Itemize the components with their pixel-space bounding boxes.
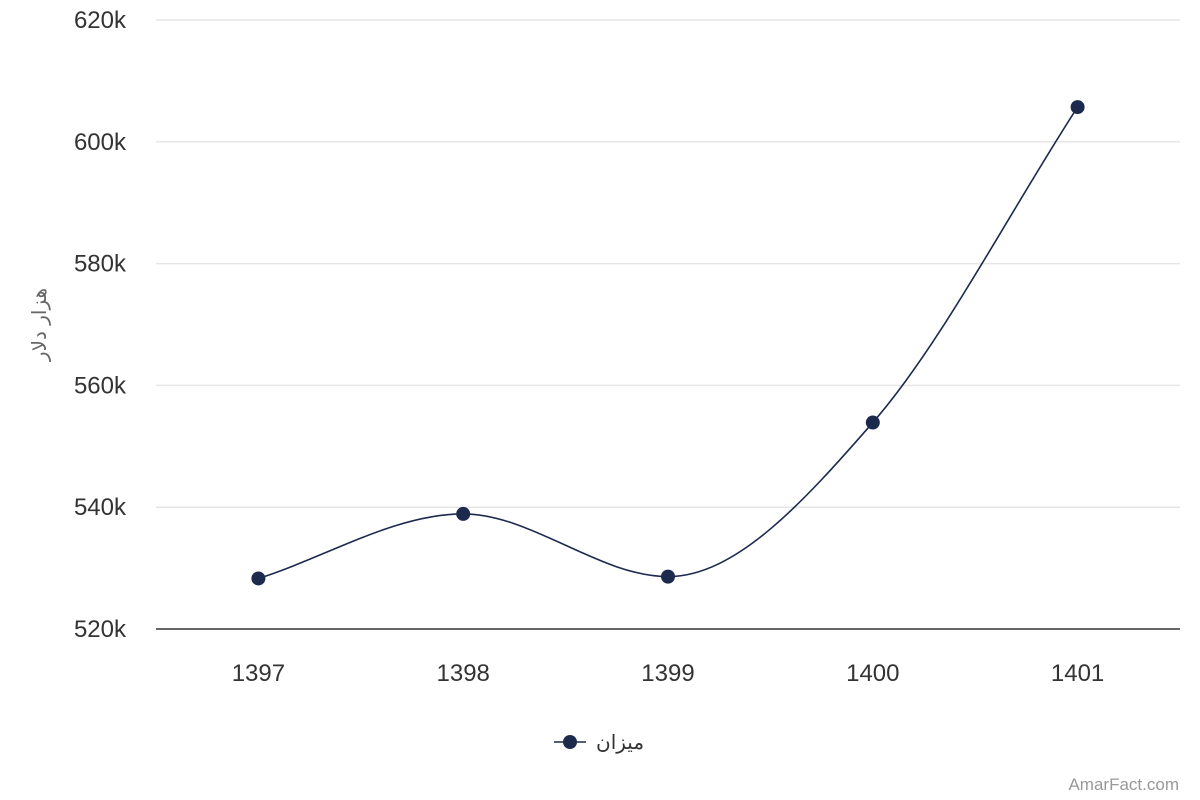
x-tick-label: 1400 [846,660,899,687]
x-tick-label: 1398 [437,660,490,687]
y-tick-label: 520k [74,616,127,643]
x-tick-label: 1401 [1051,660,1104,687]
y-tick-label: 560k [74,372,127,399]
x-tick-label: 1397 [232,660,285,687]
y-tick-label: 580k [74,251,127,278]
series-points [251,100,1085,586]
legend-dot-marker [563,735,577,749]
data-point-1400[interactable] [865,415,880,430]
y-tick-label: 600k [74,129,127,156]
data-point-1398[interactable] [456,506,471,521]
y-tick-label: 620k [74,7,127,34]
x-axis-ticks: 1397 1398 1399 1400 1401 [232,660,1105,687]
grid-lines [156,19,1180,508]
legend[interactable]: میزان [554,730,644,754]
legend-label: میزان [596,730,644,754]
data-point-1397[interactable] [251,571,266,586]
x-tick-label: 1399 [641,660,694,687]
data-point-1399[interactable] [661,569,675,584]
y-tick-label: 540k [74,494,127,521]
data-point-1401[interactable] [1070,100,1085,115]
credits-link[interactable]: AmarFact.com [1068,775,1179,794]
series-line [258,106,1079,580]
y-axis-ticks: 520k 540k 560k 580k 600k 620k [74,7,127,643]
y-axis-title: هزار دلار [27,288,51,362]
